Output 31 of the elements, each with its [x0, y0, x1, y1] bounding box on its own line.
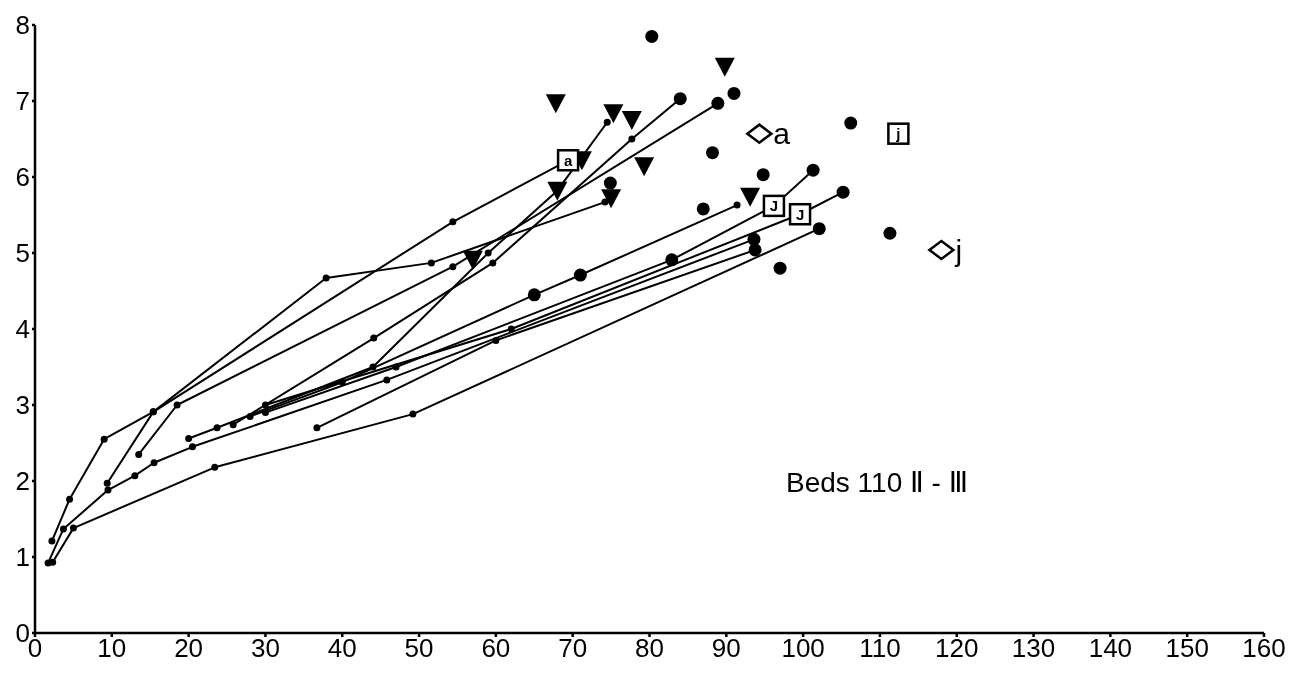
- data-label: j: [895, 125, 901, 143]
- annotation: j: [954, 233, 963, 267]
- y-tick-label: 7: [15, 86, 30, 117]
- y-tick-label: 3: [15, 390, 30, 421]
- data-label: J: [795, 205, 805, 223]
- x-tick-label: 80: [635, 633, 664, 664]
- y-tick-label: 1: [15, 542, 30, 573]
- x-tick-label: 160: [1242, 633, 1286, 664]
- x-tick-label: 60: [481, 633, 511, 664]
- y-tick-label: 8: [15, 10, 30, 41]
- data-label: J: [769, 197, 779, 215]
- x-tick-label: 100: [781, 633, 825, 664]
- x-tick-label: 120: [935, 633, 979, 664]
- annotation: a: [773, 117, 791, 151]
- x-tick-label: 150: [1165, 633, 1209, 664]
- data-label: a: [563, 151, 573, 169]
- x-tick-label: 10: [97, 633, 127, 664]
- annotation: Beds 110 Ⅱ - Ⅲ: [786, 466, 968, 499]
- y-tick-label: 2: [15, 466, 30, 497]
- x-tick-label: 40: [327, 633, 357, 664]
- x-tick-label: 50: [404, 633, 434, 664]
- x-tick-label: 30: [250, 633, 280, 664]
- x-tick-label: 140: [1088, 633, 1133, 664]
- x-tick-label: 90: [711, 633, 741, 664]
- y-tick-label: 5: [15, 238, 30, 269]
- x-tick-label: 130: [1011, 633, 1056, 664]
- x-tick-label: 110: [859, 633, 901, 664]
- x-tick-label: 20: [174, 633, 204, 664]
- y-tick-label: 6: [15, 162, 30, 193]
- y-tick-label: 4: [15, 314, 30, 345]
- x-tick-label: 70: [558, 633, 588, 664]
